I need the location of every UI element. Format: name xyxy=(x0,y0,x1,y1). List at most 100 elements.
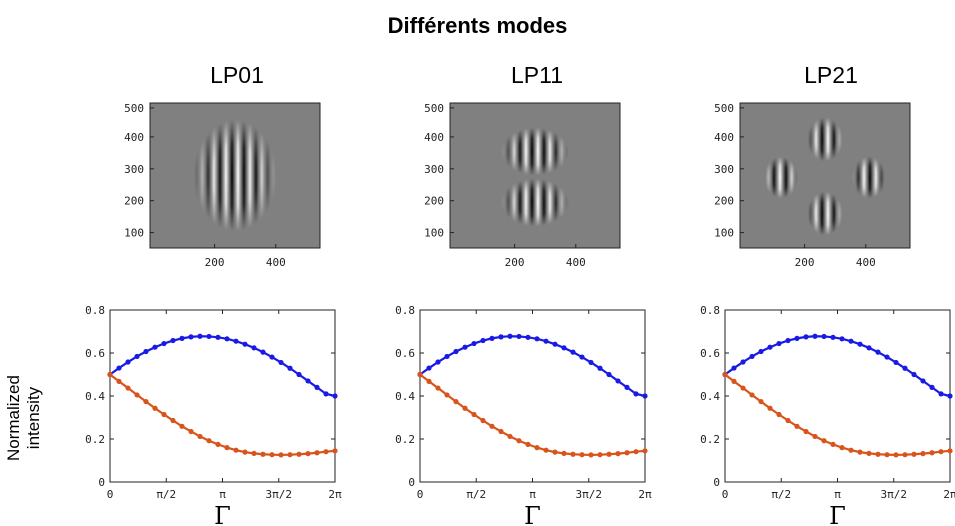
mode-fringes xyxy=(740,103,910,248)
data-point xyxy=(722,371,728,378)
data-point xyxy=(507,333,513,339)
data-point xyxy=(179,335,185,341)
data-point xyxy=(314,384,320,390)
x-axis-label: Γ xyxy=(214,502,231,526)
data-point xyxy=(197,433,203,440)
x-axis-label: Γ xyxy=(829,502,846,526)
data-point xyxy=(920,451,926,457)
y-tick-label: 0.2 xyxy=(700,433,720,446)
y-tick-label: 400 xyxy=(124,131,144,144)
data-point xyxy=(552,341,558,347)
data-point xyxy=(606,451,612,457)
data-point xyxy=(269,354,275,360)
x-tick-label: 200 xyxy=(205,256,225,269)
x-tick-label: π xyxy=(529,488,536,501)
data-point xyxy=(516,333,522,340)
data-point xyxy=(305,451,311,457)
data-point xyxy=(606,371,612,378)
data-point xyxy=(435,359,441,365)
y-tick-label: 0 xyxy=(408,476,415,489)
data-point xyxy=(624,384,630,390)
y-tick-label: 200 xyxy=(714,195,734,208)
data-point xyxy=(561,345,567,351)
data-point xyxy=(785,337,791,344)
y-tick-label: 0.4 xyxy=(395,390,415,403)
y-tick-label: 0.6 xyxy=(85,347,105,360)
image-frame xyxy=(149,102,321,249)
data-point xyxy=(740,385,746,391)
data-point xyxy=(462,344,468,350)
data-point xyxy=(803,428,809,435)
y-tick-label: 300 xyxy=(714,163,734,176)
data-point xyxy=(839,336,845,342)
data-point xyxy=(866,345,872,351)
data-point xyxy=(839,445,845,451)
y-tick-label: 200 xyxy=(124,195,144,208)
data-point xyxy=(803,334,809,340)
data-point xyxy=(206,438,212,444)
data-point xyxy=(125,385,131,391)
y-tick-label: 100 xyxy=(124,227,144,240)
data-point xyxy=(215,334,221,340)
data-point xyxy=(615,378,621,384)
x-tick-label: 2π xyxy=(638,488,652,501)
data-point xyxy=(305,378,311,384)
data-point xyxy=(633,449,639,455)
data-point xyxy=(498,428,504,435)
data-point xyxy=(875,349,881,355)
data-point xyxy=(947,448,953,454)
data-point xyxy=(776,340,782,347)
data-point xyxy=(179,423,185,429)
data-point xyxy=(588,452,594,458)
data-point xyxy=(794,335,800,341)
data-point xyxy=(884,452,890,458)
x-tick-label: 2π xyxy=(328,488,342,501)
data-point xyxy=(161,411,167,418)
data-point xyxy=(749,353,755,360)
data-point xyxy=(830,334,836,340)
data-point xyxy=(426,365,432,371)
y-tick-label: 400 xyxy=(424,131,444,144)
data-point xyxy=(143,398,149,405)
data-point xyxy=(731,365,737,371)
y-tick-label: 500 xyxy=(424,102,444,115)
data-point xyxy=(417,371,423,378)
y-tick-label: 0.2 xyxy=(395,433,415,446)
data-point xyxy=(314,450,320,456)
data-point xyxy=(893,452,899,458)
data-point xyxy=(848,338,854,344)
data-point xyxy=(857,341,863,347)
data-point xyxy=(642,393,648,399)
mode-image-lp21: 500 400 300 200 100 200 400 xyxy=(714,102,911,269)
x-tick-label: 400 xyxy=(566,256,586,269)
data-point xyxy=(323,449,329,455)
y-tick-label: 300 xyxy=(124,163,144,176)
x-tick-label: 400 xyxy=(266,256,286,269)
data-point xyxy=(197,333,203,339)
data-point xyxy=(170,417,176,424)
data-point xyxy=(830,441,836,447)
data-point xyxy=(758,348,764,355)
plot-frame xyxy=(109,309,336,483)
data-point xyxy=(893,359,899,366)
data-point xyxy=(624,450,630,456)
data-point xyxy=(911,371,917,378)
intensity-plot-lp21: 0 0.2 0.4 0.6 0.8 0 π/2 π 3π/2 2π Γ xyxy=(700,304,955,526)
data-point xyxy=(749,392,755,398)
mode-fringes xyxy=(450,103,620,248)
y-tick-label: 100 xyxy=(424,227,444,240)
y-tick-label: 0.2 xyxy=(85,433,105,446)
data-point xyxy=(929,450,935,456)
data-point xyxy=(507,433,513,440)
mode-image-lp01: 500 400 300 200 100 200 400 xyxy=(124,102,321,269)
data-point xyxy=(332,393,338,399)
y-axis-label: Normalized intensity xyxy=(4,375,43,461)
panel-title-lp11: LP11 xyxy=(510,62,563,88)
data-point xyxy=(188,334,194,340)
image-frame xyxy=(449,102,621,249)
data-point xyxy=(471,411,477,418)
data-point xyxy=(552,449,558,455)
y-tick-label: 200 xyxy=(424,195,444,208)
data-point xyxy=(480,417,486,424)
panel-title-lp21: LP21 xyxy=(804,62,858,88)
